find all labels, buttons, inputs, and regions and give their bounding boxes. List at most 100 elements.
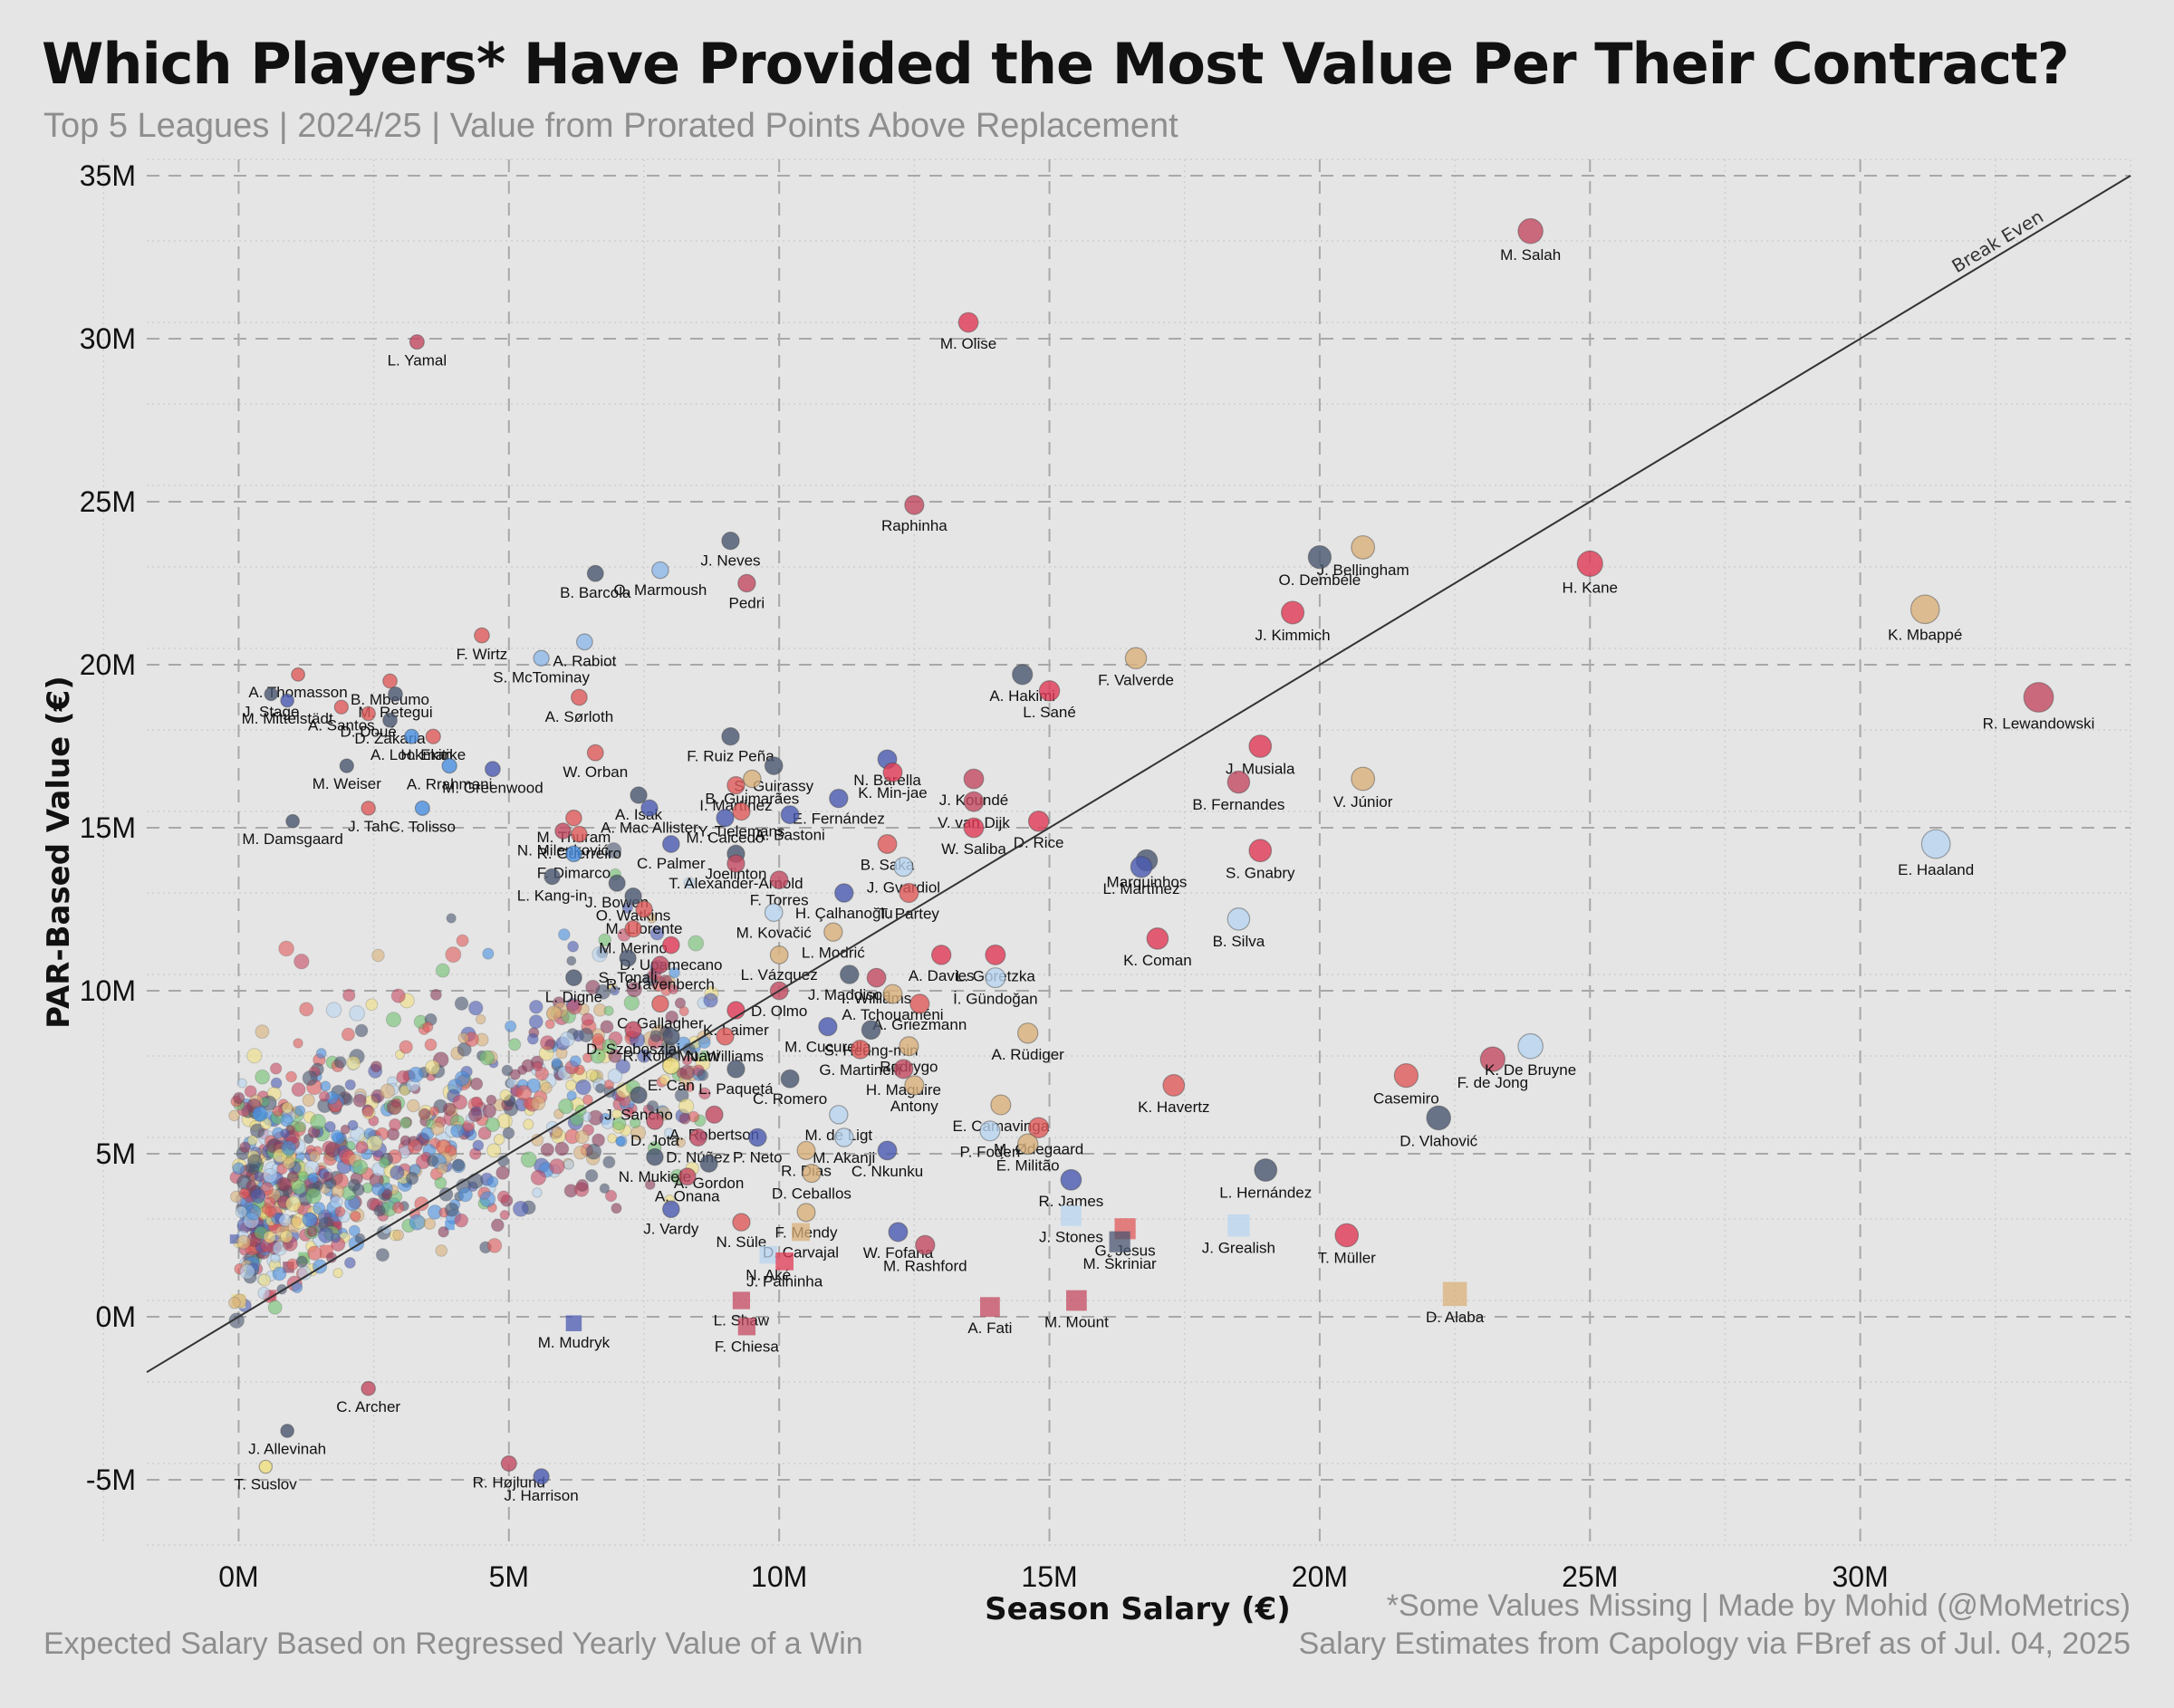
player-point-labeled [1061, 1205, 1082, 1226]
y-tick-label: 15M [80, 811, 136, 844]
player-label: K. De Bruyne [1485, 1061, 1576, 1079]
player-point [646, 1099, 659, 1113]
y-tick-label: 20M [80, 648, 136, 681]
player-point [340, 1124, 351, 1135]
player-point [409, 1214, 426, 1231]
player-label: T. Müller [1318, 1250, 1377, 1267]
player-label: D. Rice [1014, 834, 1064, 851]
player-point-labeled [635, 900, 653, 918]
player-point [246, 1135, 258, 1146]
player-point-labeled [899, 1036, 919, 1057]
player-point-labeled [792, 1223, 810, 1242]
player-label: M. Kovačić [736, 924, 813, 941]
player-label: C. Nkunku [851, 1163, 923, 1180]
player-point-labeled [850, 1039, 871, 1060]
x-tick-label: 5M [489, 1560, 529, 1593]
player-point-labeled [904, 1075, 925, 1096]
player-point [545, 1005, 563, 1022]
player-point [566, 955, 577, 966]
player-label: A. Hakimi [989, 687, 1055, 705]
player-point [554, 1141, 570, 1156]
player-point [663, 1127, 675, 1138]
player-point-labeled [1146, 927, 1169, 950]
player-point [603, 1005, 614, 1016]
player-label: M. Ødegaard [994, 1140, 1083, 1157]
player-point-labeled [1060, 1168, 1082, 1191]
player-point [665, 1010, 679, 1024]
player-point-labeled [1334, 1223, 1360, 1248]
player-point-labeled [893, 857, 914, 878]
player-point-labeled [866, 967, 887, 988]
break-even-line [146, 175, 2131, 1374]
player-point-labeled [904, 494, 925, 515]
player-point [365, 998, 379, 1012]
player-point-labeled [333, 699, 349, 715]
player-point [386, 1099, 402, 1116]
player-point [341, 1027, 355, 1041]
labeled-points: M. Salah L. Yamal M. Olise Raphinha J. Neves… [235, 217, 2095, 1504]
player-label: F. Valverde [1098, 671, 1174, 688]
player-point-labeled [963, 817, 985, 839]
player-point [229, 1234, 239, 1244]
player-point [239, 1141, 251, 1154]
player-point [318, 1090, 331, 1102]
player-point [681, 1054, 693, 1066]
player-point-labeled [565, 1315, 582, 1331]
player-label: L. Hernández [1219, 1184, 1312, 1201]
player-point [291, 1082, 306, 1098]
player-point [486, 1238, 503, 1253]
player-point-labeled [361, 801, 376, 816]
player-label: A. Rüdiger [992, 1046, 1065, 1063]
player-point-labeled [748, 1127, 767, 1147]
player-point [607, 1068, 623, 1084]
player-label: F. Wirtz [457, 646, 508, 663]
player-point [669, 966, 680, 979]
player-point [457, 1186, 473, 1203]
player-point [509, 1069, 521, 1080]
player-point-labeled [957, 312, 979, 333]
player-point [334, 1206, 346, 1218]
player-point [578, 1027, 594, 1043]
player-label: L. Kang-in [517, 888, 588, 905]
player-point [281, 1140, 297, 1156]
player-point [285, 1070, 297, 1083]
player-label: L. Martínez [1102, 880, 1179, 897]
player-point [486, 1094, 497, 1106]
player-point [659, 1073, 671, 1086]
player-point [355, 1140, 369, 1154]
player-point [282, 1156, 295, 1170]
player-point-labeled [1016, 1133, 1039, 1155]
player-point [477, 1126, 492, 1140]
player-label: O. Marmoush [613, 581, 707, 599]
player-label: P. Neto [733, 1149, 783, 1166]
player-point [485, 1117, 501, 1133]
player-point [428, 1106, 440, 1117]
player-point-labeled [1109, 1231, 1130, 1252]
player-label: M. Damsgaard [242, 830, 342, 848]
player-label: S. Heung-min [824, 1041, 919, 1059]
player-label: A. Robertson [669, 1126, 759, 1143]
player-point [239, 1263, 255, 1280]
player-point-labeled [1393, 1062, 1419, 1089]
player-point [592, 946, 608, 963]
player-point-labeled [1226, 907, 1251, 931]
player-label: R. Lewandowski [1983, 715, 2095, 732]
player-point [486, 1143, 502, 1158]
player-label: J. Tah [348, 818, 389, 835]
player-point-labeled [565, 969, 582, 986]
player-point [265, 1205, 277, 1218]
player-label: L. Digne [545, 988, 602, 1005]
player-point [361, 1104, 375, 1118]
player-point-labeled [361, 1380, 376, 1396]
player-point [490, 1218, 505, 1233]
player-label: A. Griezmann [872, 1016, 967, 1033]
player-label: T. Alexander-Arnold [669, 875, 803, 892]
player-point-labeled [565, 809, 582, 827]
player-label: B. Fernandes [1192, 796, 1284, 813]
player-point [343, 1257, 356, 1269]
player-label: J. Kimmich [1255, 627, 1331, 644]
player-point [426, 1155, 439, 1167]
player-point-labeled [661, 1027, 680, 1046]
player-point-labeled [732, 1291, 751, 1310]
player-label: J. Harrison [505, 1487, 579, 1504]
